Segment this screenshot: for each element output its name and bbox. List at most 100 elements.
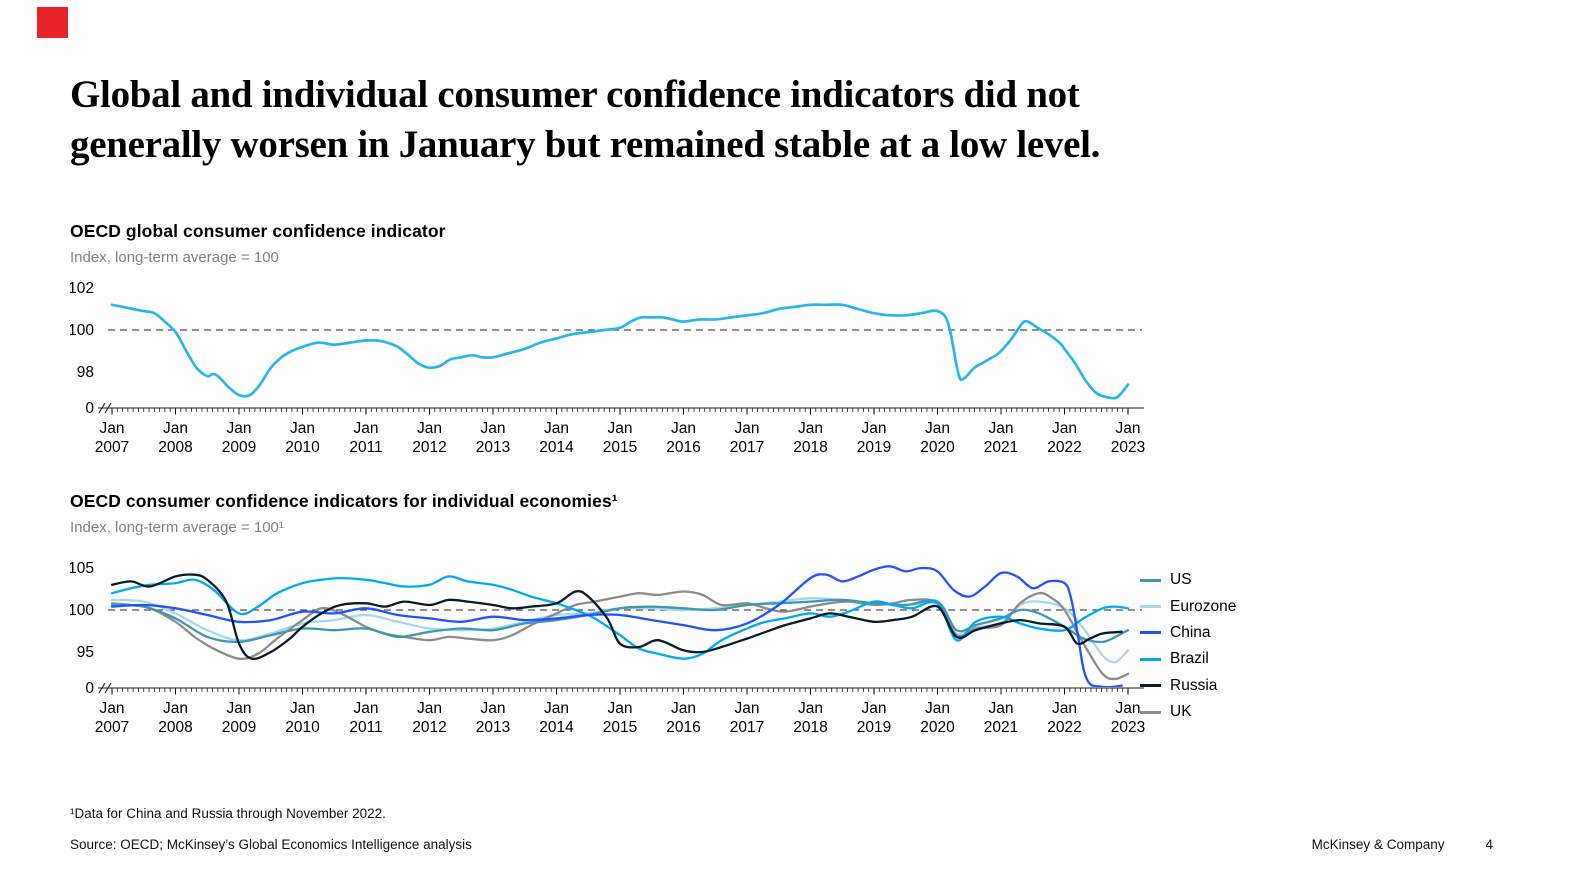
svg-text:Jan: Jan [735, 420, 760, 437]
svg-text:Jan: Jan [417, 700, 442, 717]
svg-text:Jan: Jan [100, 700, 125, 717]
title-line-1: Global and individual consumer confidenc… [70, 73, 1080, 116]
legend-item-brazil: Brazil [1140, 646, 1236, 672]
page-title: Global and individual consumer confidenc… [70, 70, 1470, 169]
footer: McKinsey & Company 4 [1312, 837, 1493, 852]
svg-text:2015: 2015 [603, 439, 637, 456]
svg-text:Jan: Jan [290, 420, 315, 437]
legend-swatch [1140, 605, 1161, 609]
svg-text:2017: 2017 [730, 719, 764, 736]
svg-text:2010: 2010 [285, 719, 320, 736]
svg-text:2018: 2018 [793, 719, 827, 736]
svg-text:2022: 2022 [1047, 719, 1081, 736]
footer-brand: McKinsey & Company [1311, 837, 1445, 852]
svg-text:2016: 2016 [666, 439, 700, 456]
svg-text:2010: 2010 [285, 439, 320, 456]
source-line: Source: OECD; McKinsey’s Global Economic… [70, 837, 472, 852]
svg-text:2007: 2007 [95, 719, 129, 736]
svg-text:100: 100 [70, 322, 94, 339]
svg-text:Jan: Jan [163, 420, 188, 437]
svg-text:2020: 2020 [920, 719, 955, 736]
svg-text:Jan: Jan [354, 700, 379, 717]
svg-text:Jan: Jan [100, 420, 125, 437]
svg-text:2023: 2023 [1111, 439, 1145, 456]
chart1-plot: 102 100 98 0 Jan 2007 Jan 2008 Jan 2009 Jan 2010 Jan… [70, 280, 1145, 456]
legend-item-china: China [1140, 620, 1236, 646]
global-chart-section: OECD global consumer confidence indicato… [70, 221, 1570, 481]
svg-text:2011: 2011 [349, 439, 382, 456]
svg-text:Jan: Jan [862, 700, 887, 717]
svg-text:Jan: Jan [798, 700, 823, 717]
legend-swatch [1140, 710, 1161, 714]
svg-text:2019: 2019 [857, 719, 891, 736]
svg-text:2007: 2007 [95, 439, 129, 456]
svg-text:2019: 2019 [857, 439, 891, 456]
svg-text:2023: 2023 [1111, 719, 1145, 736]
legend-label: Russia [1170, 676, 1218, 694]
svg-text:Jan: Jan [735, 700, 760, 717]
brand-mark [37, 7, 68, 38]
svg-text:Jan: Jan [989, 420, 1014, 437]
svg-text:0: 0 [85, 400, 94, 417]
page-number: 4 [1485, 837, 1493, 852]
svg-text:Jan: Jan [925, 700, 950, 717]
svg-text:2008: 2008 [158, 439, 192, 456]
svg-text:2017: 2017 [730, 439, 764, 456]
svg-text:2012: 2012 [412, 719, 446, 736]
legend-swatch [1140, 578, 1161, 582]
chart2-plot: 105 100 95 0 Jan 2007 Jan 2008 Jan 2009 Jan 2010 Jan… [70, 560, 1145, 736]
svg-text:2018: 2018 [793, 439, 827, 456]
legend-label: US [1170, 571, 1192, 589]
svg-text:Jan: Jan [608, 700, 633, 717]
svg-text:Jan: Jan [862, 420, 887, 437]
svg-text:Jan: Jan [608, 420, 633, 437]
legend-swatch [1140, 657, 1161, 661]
legend-label: Eurozone [1170, 597, 1237, 615]
footnote: ¹Data for China and Russia through Novem… [70, 806, 386, 821]
legend-item-eurozone: Eurozone [1140, 593, 1236, 619]
legend-swatch [1140, 631, 1161, 635]
svg-text:Jan: Jan [1116, 420, 1141, 437]
svg-text:2009: 2009 [222, 439, 256, 456]
svg-text:2015: 2015 [603, 719, 637, 736]
svg-text:Jan: Jan [544, 420, 569, 437]
svg-text:Jan: Jan [671, 700, 696, 717]
svg-text:Jan: Jan [798, 420, 823, 437]
svg-text:Jan: Jan [671, 420, 696, 437]
svg-text:2014: 2014 [539, 719, 574, 736]
svg-text:102: 102 [70, 280, 94, 297]
legend-item-uk: UK [1140, 699, 1236, 725]
chart2-subtitle: Index, long-term average = 100¹ [70, 519, 284, 536]
legend-swatch [1140, 684, 1161, 688]
svg-text:Jan: Jan [290, 700, 315, 717]
legend-label: UK [1170, 703, 1192, 721]
svg-text:Jan: Jan [227, 700, 252, 717]
legend: US Eurozone China Brazil Russia UK [1140, 567, 1236, 725]
svg-text:2021: 2021 [984, 439, 1018, 456]
svg-text:Jan: Jan [925, 420, 950, 437]
legend-item-us: US [1140, 567, 1236, 593]
chart1-heading: OECD global consumer confidence indicato… [70, 221, 446, 241]
legend-item-russia: Russia [1140, 673, 1236, 699]
svg-text:105: 105 [70, 560, 94, 577]
svg-text:2008: 2008 [158, 719, 192, 736]
svg-text:2013: 2013 [476, 719, 510, 736]
svg-text:Jan: Jan [481, 420, 506, 437]
svg-text:Jan: Jan [989, 700, 1014, 717]
svg-text:0: 0 [85, 680, 94, 697]
legend-label: China [1170, 623, 1211, 641]
title-line-2: generally worsen in January but remained… [70, 122, 1101, 166]
svg-text:2021: 2021 [984, 719, 1018, 736]
svg-text:Jan: Jan [227, 420, 252, 437]
svg-text:Jan: Jan [1116, 700, 1141, 717]
svg-text:2009: 2009 [222, 719, 256, 736]
svg-text:2022: 2022 [1047, 439, 1081, 456]
svg-text:98: 98 [77, 364, 94, 381]
svg-text:2020: 2020 [920, 439, 955, 456]
svg-text:2011: 2011 [349, 719, 382, 736]
individual-economies-chart-section: OECD consumer confidence indicators for … [70, 491, 1570, 751]
svg-text:Jan: Jan [1052, 420, 1077, 437]
svg-text:2016: 2016 [666, 719, 700, 736]
legend-label: Brazil [1170, 650, 1209, 668]
